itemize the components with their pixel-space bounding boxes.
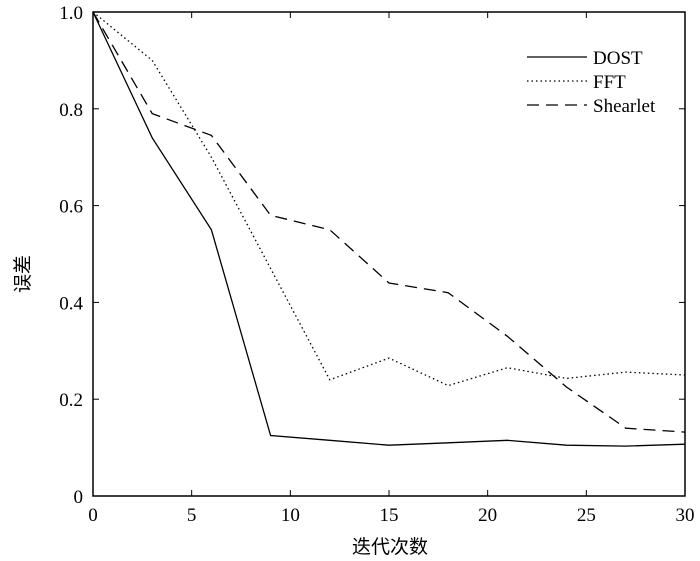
y-tick-label: 0.6 [59, 197, 83, 218]
x-tick-label: 5 [187, 505, 197, 526]
y-tick-label: 0 [74, 487, 84, 508]
series-line-dost [92, 11, 686, 447]
plot-frame [92, 11, 686, 497]
legend-label-dost: DOST [593, 48, 643, 69]
x-axis-label: 迭代次数 [352, 536, 428, 558]
x-tick-label: 30 [676, 505, 695, 526]
y-tick-label: 0.4 [59, 293, 83, 314]
legend: DOST FFT Shearlet [527, 48, 656, 117]
x-tick-label: 10 [281, 505, 300, 526]
y-tick-label: 0.2 [59, 390, 83, 411]
x-tick-label: 15 [380, 505, 399, 526]
y-tick-label: 0.8 [59, 100, 83, 121]
x-tick-label: 20 [478, 505, 497, 526]
legend-label-fft: FFT [593, 72, 626, 93]
legend-label-shearlet: Shearlet [593, 96, 656, 117]
series-line-fft [92, 11, 686, 387]
x-tick-label: 25 [577, 505, 596, 526]
y-tick-label: 1.0 [59, 3, 83, 24]
series-line-shearlet [92, 11, 686, 433]
tick-labels: 0 5 10 15 20 25 30 0 0.2 0.4 0.6 0.8 1.0 [59, 3, 694, 526]
series-lines [92, 11, 686, 447]
y-axis-label: 误差 [12, 255, 34, 293]
x-tick-label: 0 [88, 505, 98, 526]
